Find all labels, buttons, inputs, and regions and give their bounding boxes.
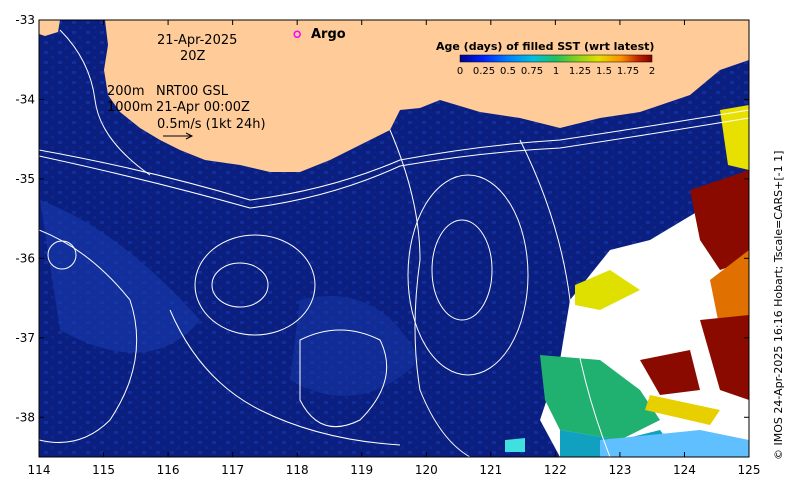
isobath-200m-label: 200m — [107, 84, 144, 99]
x-tick-label: 116 — [157, 463, 180, 477]
product-time-label: 21-Apr 00:00Z — [156, 100, 250, 115]
filled-sst-yellow — [575, 270, 640, 310]
y-tick-label: -34 — [15, 92, 35, 106]
filled-sst-yellow — [645, 395, 720, 425]
plot-frame — [38, 19, 750, 458]
x-tick-label: 117 — [221, 463, 244, 477]
colorbar-tick-label: 1 — [553, 66, 559, 77]
y-tick-label: -37 — [15, 331, 35, 345]
x-tick-label: 124 — [673, 463, 696, 477]
y-axis: -33 -34 -35 -36 -37 -38 — [15, 13, 749, 424]
colorbar-tick-label: 2 — [649, 66, 655, 77]
filled-sst-orange — [710, 250, 749, 330]
x-tick-label: 120 — [415, 463, 438, 477]
colorbar-tick-label: 0.25 — [473, 66, 495, 77]
colorbar-tick-label: 1.75 — [617, 66, 639, 77]
lighter-sst-patch — [40, 200, 200, 353]
credit-text: © IMOS 24-Apr-2025 16:16 Hobart; Tscale=… — [772, 151, 785, 460]
y-tick-label: -36 — [15, 251, 35, 265]
contour-line — [299, 329, 388, 428]
contour-line — [39, 229, 138, 443]
x-tick-label: 118 — [286, 463, 309, 477]
contour-loop — [194, 234, 316, 336]
colorbar-tick-label: 1.25 — [569, 66, 591, 77]
contour-loop — [407, 174, 529, 376]
contour-loop — [211, 262, 269, 308]
time-label: 20Z — [180, 49, 206, 64]
y-tick-label: -38 — [15, 410, 35, 424]
filled-sst-darkred — [640, 350, 700, 395]
x-tick-label: 122 — [544, 463, 567, 477]
ssh-contours — [39, 29, 611, 457]
x-tick-label: 114 — [28, 463, 51, 477]
colorbar-tick-label: 1.5 — [596, 66, 612, 77]
colorbar — [459, 54, 653, 63]
isobath-1000m — [39, 117, 749, 209]
vector-scale-arrow — [163, 132, 194, 140]
x-axis: 114 115 116 117 118 119 120 121 122 123 124 125 — [28, 20, 761, 477]
product-label: NRT00 GSL — [156, 84, 229, 99]
colorbar-ticks: 0 0.25 0.5 0.75 1 1.25 1.5 1.75 2 — [457, 66, 655, 77]
colorbar-tick-label: 0.75 — [521, 66, 543, 77]
lighter-sst-patch — [290, 296, 420, 396]
land-mass-west — [39, 20, 60, 36]
filled-sst-darkred — [690, 170, 749, 270]
x-tick-label: 119 — [350, 463, 373, 477]
x-tick-label: 123 — [608, 463, 631, 477]
isobath-1000m-label: 1000m — [107, 100, 153, 115]
contour-line — [519, 139, 611, 457]
filled-sst-lightblue — [600, 430, 749, 457]
contour-line — [389, 129, 471, 457]
colorbar-tick-label: 0.5 — [500, 66, 516, 77]
contour-loop — [431, 219, 493, 321]
vector-scale-label: 0.5m/s (1kt 24h) — [157, 117, 266, 132]
filled-sst-cyan — [505, 438, 525, 452]
argo-marker-icon — [293, 30, 301, 39]
colorbar-title: Age (days) of filled SST (wrt latest) — [436, 40, 654, 53]
y-tick-label: -33 — [15, 13, 35, 27]
argo-legend-label: Argo — [311, 27, 346, 42]
y-tick-label: -35 — [15, 172, 35, 186]
filled-sst-green — [540, 355, 660, 440]
map-area — [39, 20, 749, 457]
date-label: 21-Apr-2025 — [157, 33, 237, 48]
filled-sst-darkred — [700, 315, 749, 400]
colorbar-tick-label: 0 — [457, 66, 463, 77]
x-tick-label: 115 — [92, 463, 115, 477]
x-tick-label: 121 — [479, 463, 502, 477]
contour-line — [59, 29, 151, 176]
contour-line — [169, 309, 401, 446]
x-tick-label: 125 — [738, 463, 761, 477]
isobath-200m — [39, 109, 749, 201]
